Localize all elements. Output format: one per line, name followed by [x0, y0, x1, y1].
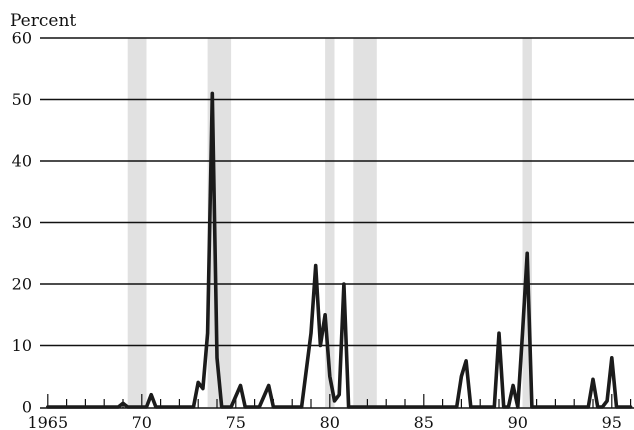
- y-axis-label: Percent: [10, 11, 76, 31]
- y-tick-label-30: 30: [12, 213, 32, 232]
- y-tick-label-20: 20: [12, 275, 32, 294]
- y-tick-label-40: 40: [12, 152, 32, 171]
- axis-labels: Percent 0 10 20 30 40 50 60 1965 70 75 80 85 90 95: [10, 11, 622, 430]
- x-tick-label-95: 95: [602, 413, 622, 430]
- series-line-1: [46, 91, 633, 409]
- x-tick-label-85: 85: [414, 413, 434, 430]
- gridlines: [40, 37, 634, 347]
- y-tick-label-60: 60: [12, 29, 32, 48]
- x-tick-label-1965: 1965: [27, 413, 68, 430]
- y-tick-label-0: 0: [22, 398, 32, 417]
- x-tick-label-80: 80: [320, 413, 340, 430]
- series-layer: [46, 91, 633, 409]
- y-tick-label-50: 50: [12, 90, 32, 109]
- y-tick-label-10: 10: [12, 336, 32, 355]
- x-tick-label-75: 75: [226, 413, 246, 430]
- x-tick-label-90: 90: [508, 413, 528, 430]
- x-tick-label-70: 70: [132, 413, 152, 430]
